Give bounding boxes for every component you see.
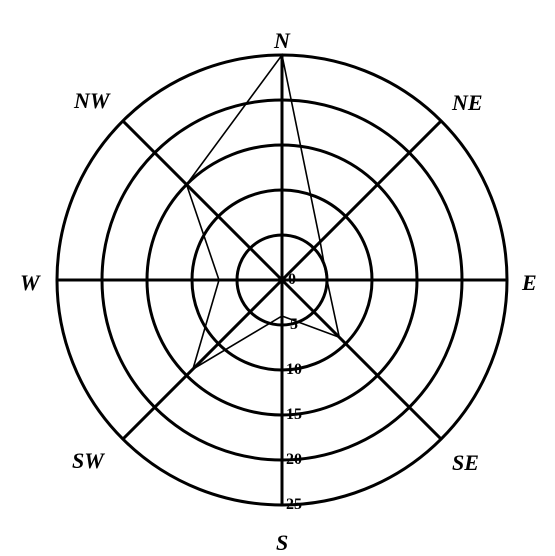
ring-label-3: 15 xyxy=(286,406,302,424)
label-ne: NE xyxy=(452,90,483,116)
label-n: N xyxy=(274,28,290,54)
label-w: W xyxy=(20,270,40,296)
ring-label-0: 0 xyxy=(288,271,296,289)
label-s: S xyxy=(276,530,288,556)
ring-label-1: 5 xyxy=(290,316,298,334)
label-se: SE xyxy=(452,450,479,476)
ring-label-5: 25 xyxy=(286,496,302,514)
ring-label-2: 10 xyxy=(286,361,302,379)
label-sw: SW xyxy=(72,448,104,474)
ring-label-4: 20 xyxy=(286,451,302,469)
label-e: E xyxy=(522,270,537,296)
label-nw: NW xyxy=(74,88,109,114)
